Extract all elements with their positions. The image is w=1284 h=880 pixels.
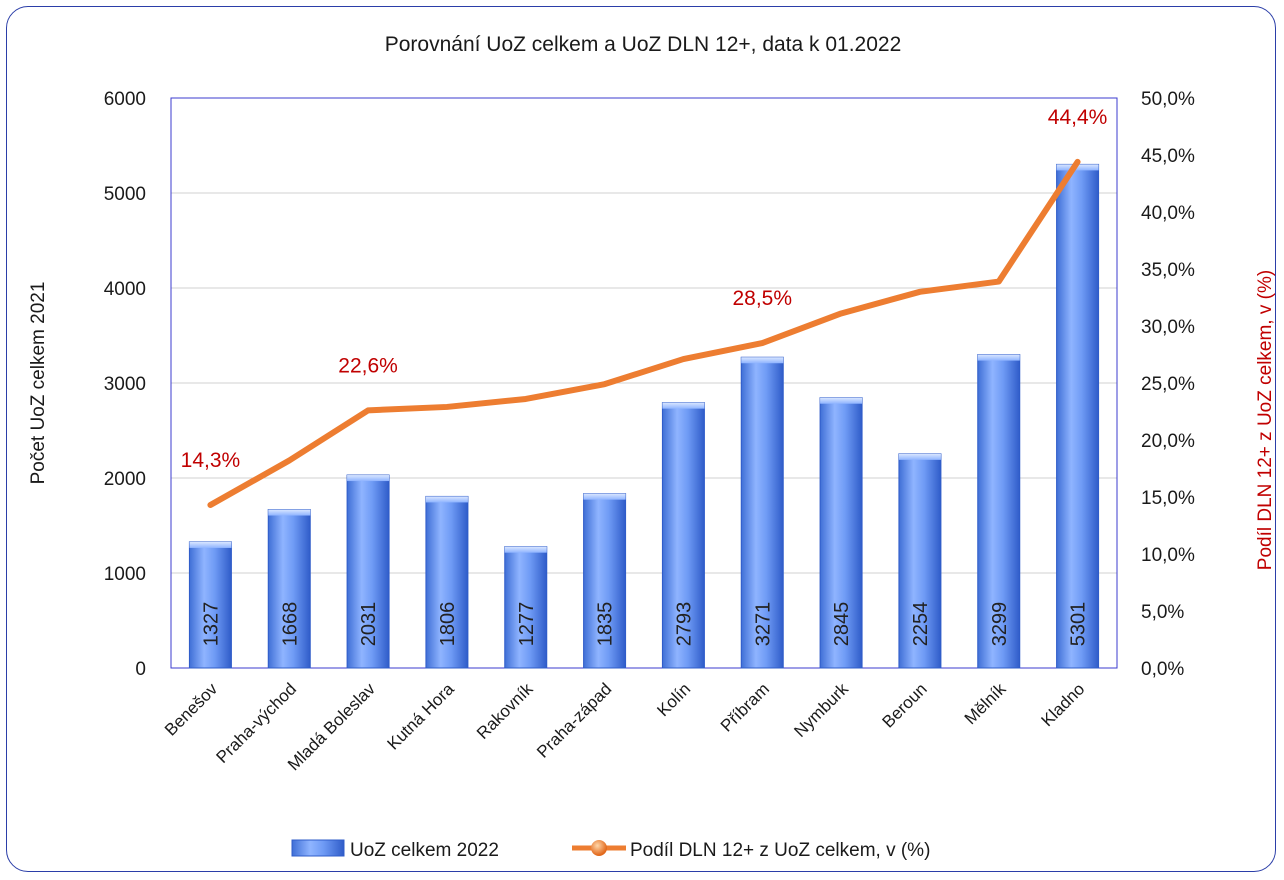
line-value-label: 28,5% [732, 287, 792, 310]
plot-area [170, 97, 1118, 669]
bar-top [583, 493, 626, 500]
bar [1056, 163, 1100, 669]
bar-value-label: 2254 [910, 602, 932, 647]
x-tick-label: Praha-západ [533, 679, 615, 761]
bar [267, 509, 311, 669]
y-axis-label: Počet UoZ celkem 2021 [28, 282, 49, 485]
bar-top [425, 496, 468, 503]
bar-top [347, 475, 390, 482]
legend: UoZ celkem 2022 Podíl DLN 12+ z UoZ celk… [291, 839, 930, 861]
x-tick-label: Beroun [879, 679, 931, 731]
y2-tick-label: 30,0% [1141, 317, 1195, 338]
bar-value-label: 5301 [1068, 602, 1090, 647]
y2-tick-label: 50,0% [1141, 89, 1195, 110]
legend-bar-swatch [291, 839, 345, 857]
bar [346, 474, 390, 669]
bar-top [898, 453, 941, 460]
y2-tick-label: 5,0% [1141, 602, 1184, 623]
x-tick-label: Nymburk [790, 679, 852, 741]
y-tick-label: 1000 [104, 564, 146, 585]
x-tick-label: Kolín [653, 679, 694, 720]
bar-value-label: 1806 [437, 602, 459, 647]
bar [661, 402, 705, 669]
bar-value-label: 1668 [279, 602, 301, 647]
y2-tick-label: 0,0% [1141, 659, 1184, 680]
bar-value-label: 2031 [358, 602, 380, 647]
right-axis-ticks: 0,0% 5,0% 10,0% 15,0% 20,0% 25,0% 30,0% 35,0% 40… [1141, 89, 1195, 680]
left-axis-ticks: 0 1000 2000 3000 4000 5000 6000 [104, 89, 146, 680]
bar-value-label: 1835 [595, 602, 617, 647]
bar-top [504, 546, 547, 553]
bar-top [268, 509, 311, 516]
bar [898, 453, 942, 669]
bar-value-label: 1277 [516, 602, 538, 647]
y-tick-label: 3000 [104, 374, 146, 395]
x-tick-label: Kutná Hora [383, 679, 458, 754]
bar [583, 493, 627, 669]
bar-series: 1327 1668 2031 1806 1277 1835 2793 3271 2845 2254… [188, 163, 1100, 669]
y-tick-label: 4000 [104, 279, 146, 300]
bar [188, 541, 232, 669]
y2-tick-label: 40,0% [1141, 203, 1195, 224]
y-tick-label: 2000 [104, 469, 146, 490]
bar [504, 546, 548, 669]
line-value-label: 22,6% [338, 354, 398, 377]
bar-top [977, 354, 1020, 361]
y2-tick-label: 10,0% [1141, 545, 1195, 566]
bar [977, 354, 1021, 669]
line-value-label: 14,3% [181, 449, 241, 472]
bar-top [189, 541, 232, 548]
legend-bar-label: UoZ celkem 2022 [350, 840, 499, 861]
legend-line-label: Podíl DLN 12+ z UoZ celkem, v (%) [630, 840, 930, 861]
y-tick-label: 6000 [104, 89, 146, 110]
bar-top [1056, 164, 1099, 171]
point-labels: 14,3% 22,6% 28,5% 44,4% [181, 106, 1108, 472]
bar-top [741, 357, 784, 364]
line-series [207, 158, 1081, 508]
bar-value-label: 2845 [831, 602, 853, 647]
y2-tick-label: 45,0% [1141, 146, 1195, 167]
x-tick-label: Příbram [717, 679, 773, 735]
bar-value-label: 2793 [673, 602, 695, 647]
x-tick-label: Mělník [961, 679, 1010, 728]
y2-tick-label: 35,0% [1141, 260, 1195, 281]
line-path [207, 158, 1081, 508]
bar-top [662, 402, 705, 409]
bar-top [820, 397, 863, 404]
x-tick-label: Benešov [161, 679, 222, 740]
bar-value-label: 3271 [752, 602, 774, 647]
chart-title: Porovnání UoZ celkem a UoZ DLN 12+, data… [385, 33, 902, 56]
y-tick-label: 0 [135, 659, 146, 680]
y2-tick-label: 20,0% [1141, 431, 1195, 452]
bar-value-label: 3299 [989, 602, 1011, 647]
legend-line-marker [591, 840, 607, 856]
x-tick-label: Kladno [1038, 679, 1089, 730]
y2-tick-label: 15,0% [1141, 488, 1195, 509]
bar [819, 397, 863, 669]
y-tick-label: 5000 [104, 184, 146, 205]
line-value-label: 44,4% [1048, 106, 1108, 129]
bar-value-label: 1327 [200, 602, 222, 647]
bar [425, 495, 469, 669]
gridlines [171, 97, 1117, 574]
x-tick-label: Rakovník [473, 679, 537, 743]
y2-axis-label: Podíl DLN 12+ z UoZ celkem, v (%) [1255, 270, 1276, 570]
x-tick-label: Praha-východ [212, 679, 300, 767]
y2-tick-label: 25,0% [1141, 374, 1195, 395]
